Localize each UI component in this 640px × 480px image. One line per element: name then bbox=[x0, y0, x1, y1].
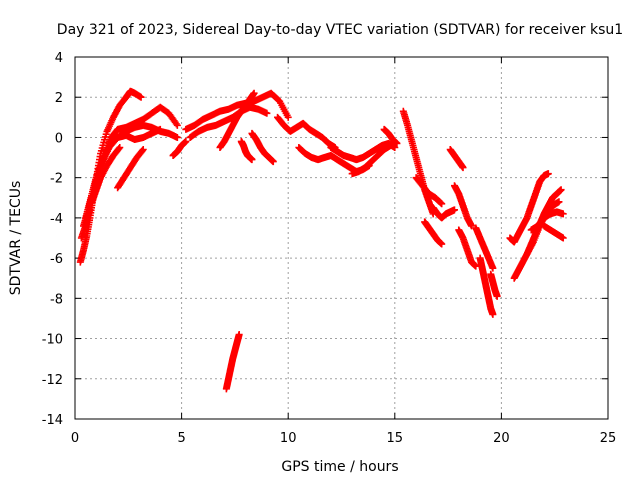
y-tick-label: -12 bbox=[42, 373, 63, 388]
x-axis-label: GPS time / hours bbox=[281, 459, 398, 475]
series-arc-10 bbox=[216, 89, 258, 151]
data-point bbox=[472, 262, 480, 270]
data-point bbox=[182, 137, 190, 145]
series-arc-11 bbox=[237, 137, 256, 164]
data-point bbox=[116, 144, 124, 151]
data-point bbox=[173, 133, 181, 141]
x-tick-label: 0 bbox=[71, 431, 79, 446]
data-point bbox=[559, 210, 567, 218]
y-tick-label: -4 bbox=[50, 212, 63, 227]
x-tick-label: 25 bbox=[600, 431, 617, 446]
x-tick-label: 10 bbox=[280, 431, 297, 446]
data-point bbox=[139, 146, 147, 154]
data-point bbox=[235, 331, 243, 339]
series-arc-27 bbox=[476, 254, 497, 318]
series-arc-6 bbox=[114, 146, 147, 192]
series-arc-28 bbox=[487, 270, 501, 300]
series-arc-33 bbox=[540, 222, 567, 242]
data-point bbox=[393, 139, 401, 147]
data-point bbox=[557, 186, 565, 194]
y-tick-label: -2 bbox=[50, 172, 63, 187]
y-tick-label: 4 bbox=[55, 51, 63, 66]
grid-lines bbox=[75, 57, 608, 419]
series-arc-7 bbox=[169, 137, 190, 160]
series-arc-18 bbox=[380, 125, 401, 147]
data-point bbox=[137, 93, 145, 101]
series-arc-1 bbox=[76, 87, 145, 266]
data-point bbox=[559, 234, 567, 242]
data-point bbox=[284, 113, 292, 121]
series-arc-23 bbox=[446, 146, 467, 172]
series-arc-22 bbox=[429, 204, 458, 222]
y-tick-label: -14 bbox=[42, 413, 63, 428]
x-tick-label: 15 bbox=[387, 431, 404, 446]
y-tick-label: -6 bbox=[50, 252, 63, 267]
plot-frame bbox=[74, 56, 609, 420]
chart-title: Day 321 of 2023, Sidereal Day-to-day VTE… bbox=[57, 22, 623, 38]
series-arc-13 bbox=[222, 331, 243, 393]
data-point bbox=[156, 125, 164, 133]
data-point bbox=[269, 158, 277, 166]
data-point bbox=[493, 292, 501, 300]
series-arc-26 bbox=[472, 224, 497, 272]
data-point bbox=[489, 310, 497, 318]
y-tick-label: 2 bbox=[55, 91, 63, 106]
data-point bbox=[438, 240, 446, 248]
series-arc-32 bbox=[527, 208, 567, 234]
series-arc-5 bbox=[88, 144, 124, 206]
data-points bbox=[76, 87, 567, 393]
data-point bbox=[248, 156, 256, 164]
data-point bbox=[555, 198, 563, 206]
data-point bbox=[263, 109, 271, 117]
series-arc-20 bbox=[412, 174, 446, 208]
series-arc-25 bbox=[455, 226, 480, 270]
data-point bbox=[489, 264, 497, 272]
series-arc-16 bbox=[327, 139, 399, 164]
data-point bbox=[250, 89, 258, 97]
y-tick-label: -10 bbox=[42, 333, 63, 348]
y-tick-label: -8 bbox=[50, 292, 63, 307]
data-point bbox=[387, 141, 395, 149]
series-arc-17 bbox=[348, 141, 395, 178]
series-arc-12 bbox=[248, 129, 277, 166]
data-point bbox=[544, 170, 552, 178]
series-arc-21 bbox=[421, 218, 446, 248]
y-tick-label: 0 bbox=[55, 131, 63, 146]
series-arc-14 bbox=[274, 113, 339, 151]
y-axis-label: SDTVAR / TECUs bbox=[8, 181, 24, 296]
data-point bbox=[172, 120, 180, 128]
series-arc-24 bbox=[450, 182, 476, 230]
data-point bbox=[173, 121, 181, 129]
data-point bbox=[468, 222, 476, 230]
x-tick-label: 5 bbox=[177, 431, 185, 446]
series-arc-29 bbox=[506, 170, 552, 246]
data-point bbox=[438, 200, 446, 208]
x-tick-label: 20 bbox=[493, 431, 510, 446]
series-arc-19 bbox=[399, 107, 437, 218]
data-point bbox=[450, 206, 458, 214]
data-point bbox=[459, 164, 467, 172]
